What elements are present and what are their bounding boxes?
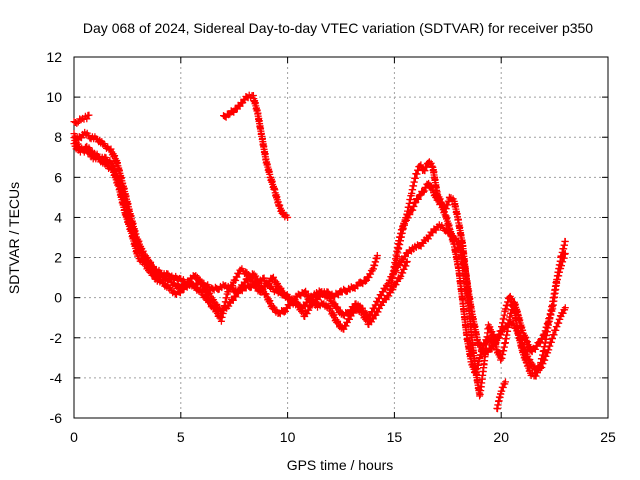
series-markers bbox=[70, 111, 93, 127]
x-tick-label: 15 bbox=[387, 429, 403, 445]
series-markers bbox=[220, 91, 292, 221]
series-markers bbox=[390, 158, 569, 400]
x-tick-label: 25 bbox=[600, 429, 616, 445]
y-axis-label: SDTVAR / TECUs bbox=[6, 182, 22, 294]
series-markers bbox=[493, 378, 509, 413]
plot-frame bbox=[73, 56, 609, 419]
x-tick-label: 5 bbox=[177, 429, 185, 445]
y-tick-label: 2 bbox=[54, 250, 62, 266]
y-tick-label: -4 bbox=[50, 370, 63, 386]
y-tick-label: 4 bbox=[54, 209, 62, 225]
data-points bbox=[70, 91, 569, 413]
x-axis-ticks: 0 5 10 15 20 25 bbox=[70, 57, 616, 445]
y-tick-label: -2 bbox=[50, 330, 63, 346]
series-track-h bbox=[493, 378, 509, 413]
y-tick-label: 0 bbox=[54, 290, 62, 306]
y-tick-label: 8 bbox=[54, 129, 62, 145]
series-track-f bbox=[70, 111, 93, 127]
y-tick-label: 12 bbox=[46, 49, 62, 65]
x-tick-label: 10 bbox=[280, 429, 296, 445]
x-axis-label: GPS time / hours bbox=[287, 457, 394, 473]
y-tick-label: -6 bbox=[50, 410, 63, 426]
x-tick-label: 20 bbox=[493, 429, 509, 445]
series-track-g bbox=[220, 91, 292, 221]
x-tick-label: 0 bbox=[70, 429, 78, 445]
y-tick-label: 10 bbox=[46, 89, 62, 105]
series-track-e bbox=[390, 158, 569, 400]
y-axis-ticks: -6 -4 -2 0 2 4 6 8 10 12 bbox=[46, 49, 608, 426]
y-tick-label: 6 bbox=[54, 169, 62, 185]
chart-title: Day 068 of 2024, Sidereal Day-to-day VTE… bbox=[83, 20, 593, 36]
